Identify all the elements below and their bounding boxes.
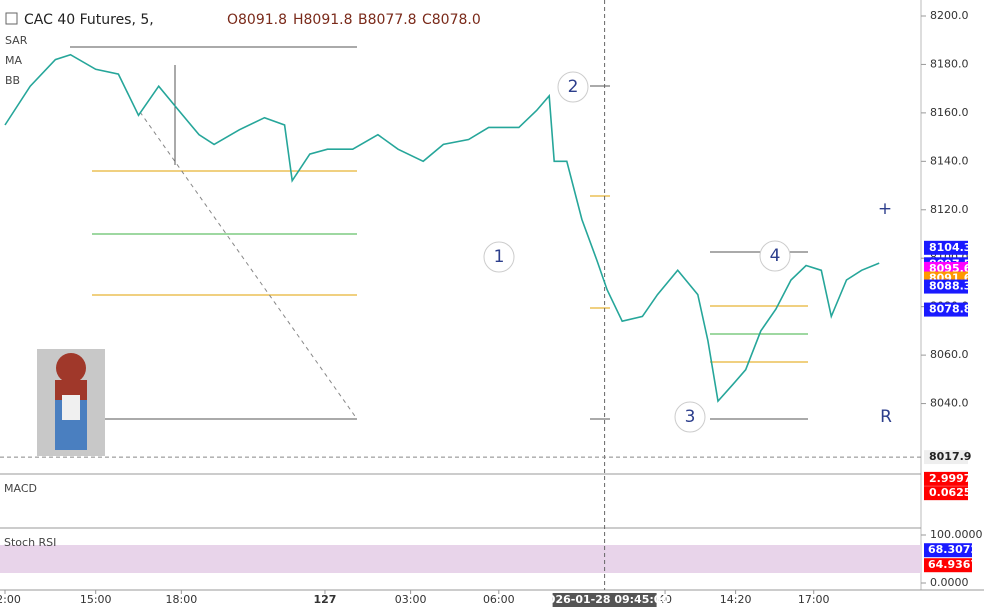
y-tick-label: 8040.0: [930, 397, 969, 410]
rsi-tag-label: 68.3072: [928, 543, 978, 556]
y-tick-label: 8120.0: [930, 203, 969, 216]
y-tick-label: 8200.0: [930, 9, 969, 22]
y-tick-label: 0.0000: [930, 576, 969, 589]
wave-circle: [557, 71, 589, 103]
rsi-tag: [924, 543, 972, 558]
x-tick-label: 18:00: [166, 593, 198, 606]
wave-label: 3: [685, 407, 696, 427]
x-tick-label: 127: [313, 593, 336, 606]
reset-button[interactable]: R: [880, 407, 892, 427]
wave-label: 1: [494, 247, 505, 267]
drawings: [70, 46, 808, 420]
x-tick-label: 12:00: [0, 593, 21, 606]
rsi-tag-label: 64.9367: [928, 558, 978, 571]
y-tick-label: 100.0000: [930, 528, 983, 541]
wave-circle: [759, 240, 791, 272]
price-tag-label: 8078.8: [929, 303, 971, 316]
x-tick-label: 17:00: [798, 593, 830, 606]
low: B8077.8: [358, 12, 417, 28]
cursor-label: 2026-01-28 09:45:00: [540, 593, 669, 606]
price-line: [4, 53, 880, 403]
collapse-icon[interactable]: [5, 12, 18, 25]
rsi-label[interactable]: Stoch RSI: [4, 536, 56, 549]
y-tick-label: 8160.0: [930, 106, 969, 119]
y-tick-label: 8060.0: [930, 348, 969, 361]
wave-label: 4: [770, 246, 781, 266]
symbol-title: CAC 40 Futures, 5,: [24, 12, 154, 28]
x-tick-label: 14:20: [720, 593, 752, 606]
indicator-label[interactable]: MA: [5, 54, 22, 67]
macd-tag: [924, 471, 968, 486]
wave-label: 2: [568, 77, 579, 97]
price-tag-label: 8088.3: [929, 280, 971, 293]
x-tick-label: 15:00: [80, 593, 112, 606]
rsi-tag: [924, 558, 972, 573]
logo: [37, 349, 105, 456]
open: O8091.8: [227, 12, 287, 28]
zoom-button[interactable]: +: [878, 199, 892, 219]
x-tick-label: 06:00: [483, 593, 515, 606]
price-tag: [924, 240, 968, 255]
header: CAC 40 Futures, 5, O8091.8 H8091.8 B8077…: [4, 12, 481, 549]
price-tag-label: 8017.9: [929, 450, 971, 463]
indicator-label[interactable]: SAR: [5, 34, 28, 47]
x-tick-label: 40: [658, 593, 672, 606]
macd-tag-label: 0.0625: [929, 486, 971, 499]
wave-circle: [483, 241, 515, 273]
high: H8091.8: [293, 12, 353, 28]
price-tag: [924, 279, 968, 294]
macd-tag-label: 2.9997: [929, 472, 971, 485]
price-tag: [924, 302, 968, 317]
close: C8078.0: [422, 12, 481, 28]
rsi-band: [0, 545, 921, 573]
macd-label[interactable]: MACD: [4, 482, 37, 495]
y-tick-label: 8180.0: [930, 57, 969, 70]
y-tick-label: 8140.0: [930, 154, 969, 167]
x-tick-label: 03:00: [395, 593, 427, 606]
wave-circle: [674, 401, 706, 433]
macd-tag: [924, 486, 968, 501]
price-tag-label: 8104.3: [929, 241, 971, 254]
cursor-label-bg: [552, 593, 657, 607]
price-tag: [924, 450, 968, 465]
indicator-label[interactable]: BB: [5, 74, 20, 87]
